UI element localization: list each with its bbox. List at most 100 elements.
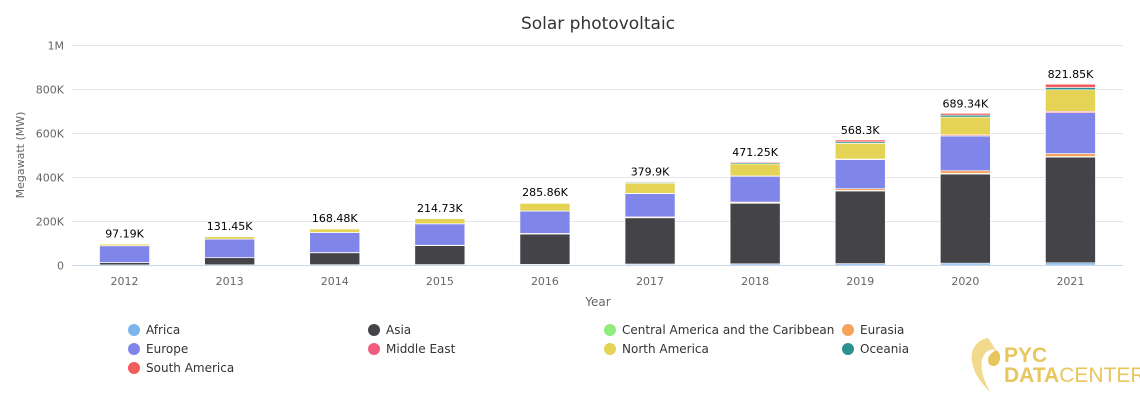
legend-item[interactable]: Central America and the Caribbean	[604, 323, 834, 337]
bar-segment[interactable]	[729, 161, 781, 163]
legend-item[interactable]: Oceania	[842, 342, 909, 356]
x-axis-ticks: 2012 2013 2014 2015 2016 2017 2018 2019 2020 2021	[111, 275, 1085, 288]
legend-marker	[128, 343, 140, 355]
y-tick-label: 0	[57, 260, 64, 273]
legend-item[interactable]: South America	[128, 361, 234, 375]
y-axis-label: Megawatt (MW)	[14, 112, 27, 199]
chart-title: Solar photovoltaic	[521, 14, 675, 34]
legend-item[interactable]: Middle East	[368, 342, 455, 356]
x-tick-label: 2019	[846, 275, 874, 288]
legend-label: Asia	[386, 323, 412, 337]
bar-segment[interactable]	[99, 262, 150, 266]
legend-item[interactable]: Asia	[368, 323, 411, 337]
bar-segment[interactable]	[519, 201, 571, 203]
bars	[99, 83, 1096, 266]
bar-segment[interactable]	[1045, 83, 1096, 88]
watermark-logo: PYC DATACENTER	[966, 334, 1140, 398]
bar-segment[interactable]	[940, 135, 991, 172]
legend-marker	[604, 343, 616, 355]
bar-segment[interactable]	[414, 223, 466, 246]
bar-segment[interactable]	[519, 210, 571, 234]
legend-marker	[842, 324, 854, 336]
y-tick-label: 1M	[48, 40, 65, 53]
bar-segment[interactable]	[414, 218, 466, 225]
y-tick-label: 800K	[36, 84, 65, 97]
bar-segment[interactable]	[834, 143, 886, 160]
stack-total-label: 285.86K	[522, 186, 568, 199]
stack-totals: 97.19K 131.45K 168.48K 214.73K 285.86K 379.9K…	[105, 68, 1094, 240]
bar-segment[interactable]	[624, 193, 676, 218]
bar-segment[interactable]	[414, 245, 466, 265]
bar-segment[interactable]	[1045, 153, 1096, 157]
legend-marker	[842, 343, 854, 355]
legend-label: Africa	[146, 323, 181, 337]
legend-label: Middle East	[386, 342, 456, 356]
x-tick-label: 2016	[531, 275, 559, 288]
bar-segment[interactable]	[940, 113, 991, 116]
x-axis-label: Year	[584, 295, 610, 309]
stack-total-label: 821.85K	[1048, 68, 1094, 81]
bar-segment[interactable]	[519, 233, 571, 265]
bar-segment[interactable]	[940, 170, 991, 174]
bar-segment[interactable]	[309, 252, 361, 265]
bar-segment[interactable]	[309, 228, 361, 233]
x-tick-label: 2020	[951, 275, 979, 288]
stack-total-label: 379.9K	[631, 166, 670, 179]
legend-marker	[128, 362, 140, 374]
legend-item[interactable]: North America	[604, 342, 709, 356]
bar-segment[interactable]	[624, 181, 676, 183]
bar-segment[interactable]	[1045, 87, 1096, 91]
y-tick-label: 400K	[36, 172, 65, 185]
y-axis-ticks: 0 200K 400K 600K 800K 1M	[36, 40, 65, 273]
bar-segment[interactable]	[204, 238, 255, 258]
bar-segment[interactable]	[204, 257, 255, 266]
legend-label: Central America and the Caribbean	[622, 323, 835, 337]
bar-segment[interactable]	[940, 116, 991, 136]
chart-svg: Solar photovoltaic 0 200K 400K 600K 800K 1M 9…	[14, 14, 1123, 309]
watermark-line2-thin: CENTER	[1059, 364, 1140, 387]
x-tick-label: 2015	[426, 275, 454, 288]
legend-label: North America	[622, 342, 709, 356]
bar-segment[interactable]	[940, 173, 991, 264]
bar-segment[interactable]	[1045, 156, 1096, 264]
legend-label: South America	[146, 361, 235, 375]
stack-total-label: 689.34K	[942, 97, 988, 110]
x-tick-label: 2013	[216, 275, 244, 288]
bar-segment[interactable]	[624, 182, 676, 194]
stack-total-label: 214.73K	[417, 202, 463, 215]
bar-segment[interactable]	[99, 245, 150, 263]
x-tick-label: 2021	[1056, 275, 1084, 288]
stack-total-label: 131.45K	[207, 220, 253, 233]
x-tick-label: 2014	[321, 275, 349, 288]
bar-segment[interactable]	[1045, 262, 1096, 266]
x-tick-label: 2012	[111, 275, 139, 288]
legend-label: Europe	[146, 342, 189, 356]
watermark-line1: PYC	[1004, 344, 1048, 367]
bar-segment[interactable]	[729, 202, 781, 265]
bar-segment[interactable]	[1045, 89, 1096, 112]
bar-segment[interactable]	[834, 190, 886, 264]
legend-label: Eurasia	[860, 323, 905, 337]
legend-item[interactable]: Europe	[128, 342, 188, 356]
watermark-line2-bold: DATA	[1004, 364, 1060, 387]
stack-total-label: 97.19K	[105, 228, 144, 241]
legend-marker	[604, 324, 616, 336]
bar-segment[interactable]	[1045, 112, 1096, 154]
bar-segment[interactable]	[309, 232, 361, 253]
watermark-line2: DATACENTER	[1004, 364, 1140, 388]
x-tick-label: 2018	[741, 275, 769, 288]
bar-segment[interactable]	[624, 217, 676, 265]
bar-segment[interactable]	[519, 202, 571, 212]
bar-segment[interactable]	[204, 236, 255, 240]
legend-item[interactable]: Africa	[128, 323, 180, 337]
bar-segment[interactable]	[834, 139, 886, 143]
y-tick-label: 600K	[36, 128, 65, 141]
bar-segment[interactable]	[834, 159, 886, 189]
bar-segment[interactable]	[729, 175, 781, 203]
stack-total-label: 471.25K	[732, 146, 778, 159]
legend-marker	[368, 343, 380, 355]
y-tick-label: 200K	[36, 216, 65, 229]
logo-emblem-icon	[971, 338, 1001, 392]
legend-item[interactable]: Eurasia	[842, 323, 904, 337]
bar-segment[interactable]	[729, 163, 781, 177]
